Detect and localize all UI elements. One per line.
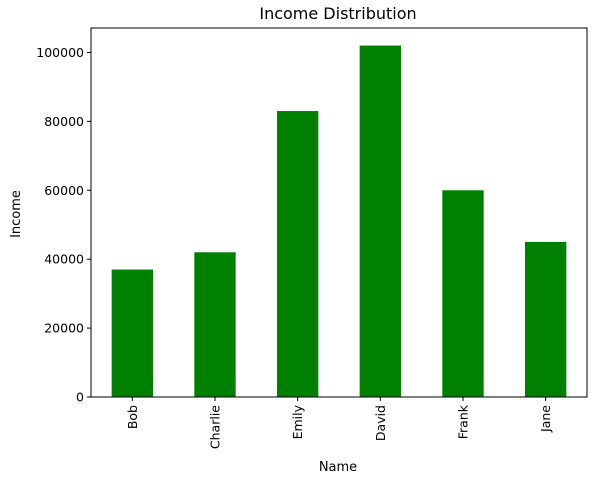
y-tick-label: 20000 xyxy=(44,321,84,336)
plot-area xyxy=(90,27,588,398)
bar-frank xyxy=(442,190,484,397)
plot-frame xyxy=(90,27,588,398)
y-tick-label: 60000 xyxy=(44,183,84,198)
y-tick-label: 100000 xyxy=(36,45,84,60)
x-tick-label-emily: Emily xyxy=(290,404,305,439)
x-tick-label-frank: Frank xyxy=(456,404,471,439)
bar-bob xyxy=(111,269,153,397)
x-axis-label: Name xyxy=(319,460,357,475)
x-tick-label-jane: Jane xyxy=(538,405,553,433)
x-tick-label-david: David xyxy=(373,405,388,441)
y-axis: 0 20000 40000 60000 80000 100000 xyxy=(36,45,91,405)
y-tick-label: 0 xyxy=(76,390,84,405)
bar-david xyxy=(359,45,401,397)
x-tick-label-bob: Bob xyxy=(125,405,140,429)
y-tick-label: 80000 xyxy=(44,114,84,129)
x-axis: Bob Charlie Emily David Frank Jane xyxy=(125,397,553,449)
y-axis-label: Income xyxy=(9,190,24,238)
y-tick-label: 40000 xyxy=(44,252,84,267)
bar-charlie xyxy=(194,252,236,397)
chart-title: Income Distribution xyxy=(259,4,416,23)
x-tick-label-charlie: Charlie xyxy=(208,405,223,449)
bar-emily xyxy=(277,111,319,397)
bar-jane xyxy=(525,241,567,397)
